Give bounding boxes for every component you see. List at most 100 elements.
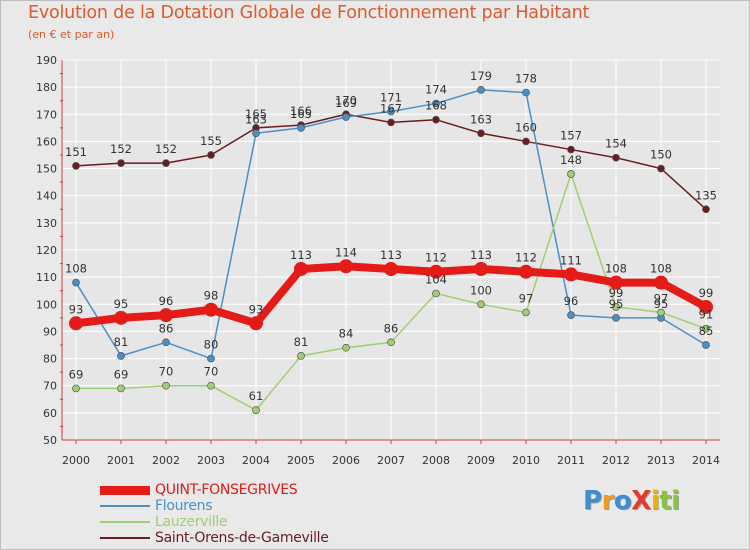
x-tick-label: 2011 bbox=[557, 454, 585, 467]
data-point-flourens bbox=[117, 352, 125, 360]
data-label-lauzerville: 97 bbox=[519, 291, 534, 305]
data-point-lauzerville bbox=[297, 352, 305, 360]
data-label-quint-fonsegrives: 113 bbox=[470, 248, 492, 262]
data-point-lauzerville bbox=[702, 324, 710, 333]
data-point-flourens bbox=[297, 124, 305, 132]
y-tick-label: 110 bbox=[36, 271, 57, 284]
data-point-quint-fonsegrives bbox=[294, 262, 308, 276]
data-point-flourens bbox=[162, 338, 170, 347]
x-tick-label: 2002 bbox=[152, 454, 180, 467]
data-point-lauzerville bbox=[162, 381, 170, 390]
proxiti-logo: ProXiti bbox=[583, 486, 680, 516]
data-label-quint-fonsegrives: 112 bbox=[515, 251, 537, 265]
data-label-flourens: 165 bbox=[290, 107, 312, 121]
x-tick-label: 2010 bbox=[512, 454, 540, 467]
data-point-saint-orens-de-gameville bbox=[207, 151, 215, 159]
legend-swatch-flourens bbox=[100, 505, 150, 507]
data-label-lauzerville: 70 bbox=[159, 365, 174, 379]
logo-letter: X bbox=[631, 486, 651, 516]
legend-label-quint: QUINT-FONSEGRIVES bbox=[155, 482, 298, 498]
x-tick-label: 2014 bbox=[692, 454, 720, 467]
data-point-flourens bbox=[342, 113, 350, 121]
y-tick-label: 100 bbox=[36, 298, 57, 311]
data-point-lauzerville bbox=[612, 303, 620, 311]
y-tick-label: 160 bbox=[36, 135, 57, 148]
data-point-saint-orens-de-gameville bbox=[702, 205, 710, 214]
logo-letter: o bbox=[613, 486, 632, 516]
x-tick-label: 2005 bbox=[287, 454, 315, 467]
data-point-saint-orens-de-gameville bbox=[162, 159, 170, 167]
data-point-quint-fonsegrives bbox=[204, 302, 218, 317]
x-tick-label: 2006 bbox=[332, 454, 360, 467]
data-point-quint-fonsegrives bbox=[429, 264, 443, 279]
data-label-lauzerville: 81 bbox=[294, 335, 309, 349]
data-label-saint-orens-de-gameville: 168 bbox=[425, 99, 447, 113]
data-point-lauzerville bbox=[522, 308, 530, 317]
data-point-lauzerville bbox=[342, 343, 350, 352]
data-point-saint-orens-de-gameville bbox=[117, 159, 125, 167]
legend-item-quint[interactable]: QUINT-FONSEGRIVES bbox=[100, 482, 329, 498]
x-tick-label: 2009 bbox=[467, 454, 495, 467]
data-label-quint-fonsegrives: 111 bbox=[560, 253, 582, 267]
data-label-flourens: 179 bbox=[470, 69, 492, 83]
y-tick-label: 130 bbox=[36, 217, 57, 230]
y-tick-label: 50 bbox=[43, 434, 57, 447]
data-label-saint-orens-de-gameville: 170 bbox=[335, 93, 357, 107]
data-point-flourens bbox=[522, 88, 530, 97]
legend-item-saint-orens[interactable]: Saint-Orens-de-Gameville bbox=[100, 530, 329, 546]
data-label-lauzerville: 99 bbox=[609, 286, 624, 300]
data-point-quint-fonsegrives bbox=[609, 275, 623, 290]
logo-letter: i bbox=[650, 486, 660, 516]
data-label-flourens: 171 bbox=[380, 91, 402, 105]
data-label-quint-fonsegrives: 108 bbox=[605, 262, 627, 276]
data-label-saint-orens-de-gameville: 163 bbox=[470, 112, 492, 126]
legend-swatch-quint bbox=[100, 485, 150, 495]
data-label-lauzerville: 86 bbox=[384, 321, 399, 335]
y-tick-label: 90 bbox=[43, 325, 57, 338]
data-label-flourens: 169 bbox=[335, 96, 357, 110]
data-point-flourens bbox=[477, 86, 485, 94]
data-point-quint-fonsegrives bbox=[339, 259, 353, 274]
data-label-quint-fonsegrives: 95 bbox=[114, 297, 129, 311]
data-label-flourens: 85 bbox=[699, 324, 714, 338]
legend-item-flourens[interactable]: Flourens bbox=[100, 498, 329, 514]
data-point-flourens bbox=[207, 354, 215, 363]
legend-item-lauzerville[interactable]: Lauzerville bbox=[100, 514, 329, 530]
data-label-flourens: 80 bbox=[204, 338, 219, 352]
data-point-quint-fonsegrives bbox=[159, 308, 173, 323]
data-label-flourens: 86 bbox=[159, 321, 174, 335]
data-label-quint-fonsegrives: 93 bbox=[69, 302, 84, 316]
data-point-lauzerville bbox=[252, 406, 260, 414]
data-point-lauzerville bbox=[657, 308, 665, 317]
data-point-quint-fonsegrives bbox=[564, 267, 578, 282]
data-label-flourens: 174 bbox=[425, 82, 447, 96]
data-point-saint-orens-de-gameville bbox=[567, 145, 575, 154]
x-tick-label: 2007 bbox=[377, 454, 405, 467]
chart-subtitle: (en € et par an) bbox=[28, 28, 115, 41]
logo-letter: i bbox=[671, 486, 680, 516]
data-point-lauzerville bbox=[387, 338, 395, 347]
data-point-saint-orens-de-gameville bbox=[612, 153, 620, 162]
data-label-flourens: 81 bbox=[114, 335, 129, 349]
data-label-saint-orens-de-gameville: 152 bbox=[110, 142, 132, 156]
data-label-flourens: 178 bbox=[515, 72, 537, 86]
data-point-lauzerville bbox=[207, 381, 215, 390]
data-label-saint-orens-de-gameville: 135 bbox=[695, 188, 717, 202]
data-point-flourens bbox=[567, 311, 575, 319]
data-point-lauzerville bbox=[72, 384, 80, 393]
data-point-flourens bbox=[387, 107, 395, 116]
data-point-quint-fonsegrives bbox=[654, 275, 668, 290]
data-label-saint-orens-de-gameville: 152 bbox=[155, 142, 177, 156]
data-point-quint-fonsegrives bbox=[699, 300, 713, 314]
y-tick-label: 170 bbox=[36, 108, 57, 121]
data-label-quint-fonsegrives: 98 bbox=[204, 289, 219, 303]
data-label-quint-fonsegrives: 96 bbox=[159, 294, 174, 308]
data-label-quint-fonsegrives: 114 bbox=[335, 245, 357, 259]
x-tick-label: 2001 bbox=[107, 454, 135, 467]
data-label-quint-fonsegrives: 113 bbox=[290, 248, 312, 262]
x-tick-label: 2003 bbox=[197, 454, 225, 467]
data-label-flourens: 163 bbox=[245, 112, 267, 126]
y-tick-label: 120 bbox=[36, 244, 57, 257]
data-label-quint-fonsegrives: 93 bbox=[249, 302, 264, 316]
